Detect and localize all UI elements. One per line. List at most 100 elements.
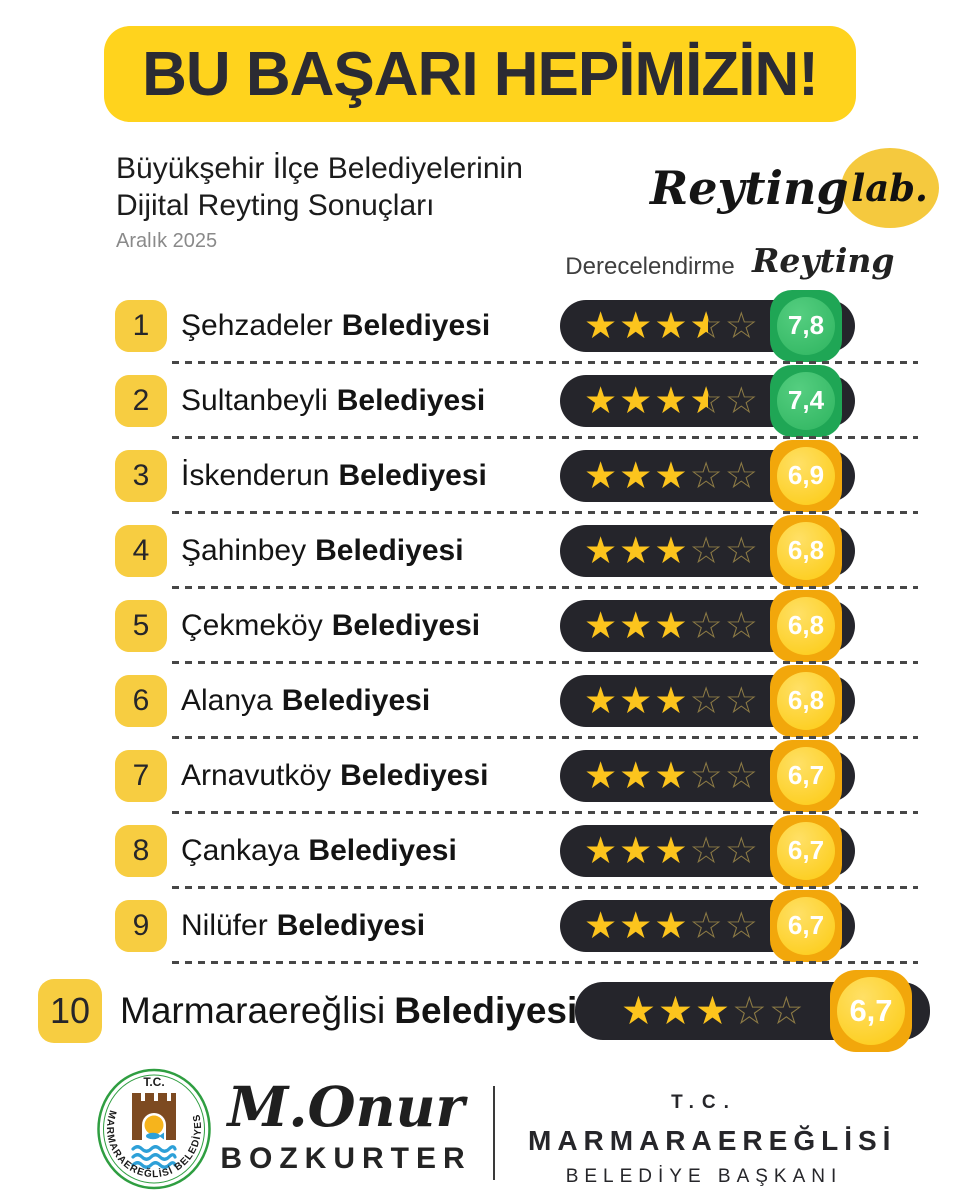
crest-tc-label: T.C. [143, 1075, 164, 1089]
municipality-name: Sultanbeyli [181, 383, 328, 417]
mayor-signature-block: M.Onur BOZKURTER [218, 1076, 474, 1176]
star-icon: ★ [654, 380, 688, 421]
municipality-name: İskenderun [181, 458, 330, 492]
star-icon: ★ [619, 605, 653, 646]
ranking-list: 1 Şehzadeler Belediyesi ★ ★ ★ ☆ ★ ☆ 7,8 2 Sult… [0, 288, 960, 1059]
score-badge-inner: 6,8 [777, 521, 835, 580]
footer-title-block: T.C. MARMARAEREĞLİSİ BELEDİYE BAŞKANI [528, 1092, 890, 1188]
star-icon: ☆ [724, 380, 758, 421]
rank-badge: 8 [115, 824, 167, 877]
column-header-rating: Derecelendirme [565, 253, 735, 280]
rank-number: 5 [132, 608, 150, 642]
ranking-row: 6 Alanya Belediyesi ★ ★ ★ ☆ ☆ 6,8 [0, 663, 960, 739]
star-icon: ★ [654, 455, 688, 496]
municipality-suffix: Belediyesi [331, 608, 481, 642]
ranking-row: 9 Nilüfer Belediyesi ★ ★ ★ ☆ ☆ 6,7 [0, 888, 960, 964]
score-value: 6,8 [787, 535, 825, 565]
rating-pill: ★ ★ ★ ☆ ☆ 6,7 [560, 739, 855, 812]
period-label: Aralık 2025 [116, 230, 218, 252]
rank-badge: 1 [115, 299, 167, 352]
score-value: 6,7 [787, 910, 825, 940]
star-rating: ★ ★ ★ ☆ ★ ☆ [584, 382, 760, 419]
star-icon: ★ [584, 680, 618, 721]
score-badge-inner: 6,7 [777, 746, 835, 805]
score-badge-inner: 6,7 [837, 977, 905, 1045]
star-icon: ★ [657, 989, 693, 1033]
mayor-first-name: M.Onur [227, 1074, 465, 1139]
star-icon: ★ [654, 605, 688, 646]
score-badge: 6,8 [770, 589, 842, 662]
rank-number: 7 [132, 758, 150, 792]
municipality-label: Sultanbeyli Belediyesi [181, 384, 485, 418]
star-icon: ★ [619, 830, 653, 871]
score-badge-inner: 7,4 [777, 371, 835, 430]
rank-number: 4 [132, 533, 150, 567]
footer-tc-label: T.C. [671, 1092, 737, 1113]
crest-inner-ring [103, 1074, 205, 1184]
municipality-label: Arnavutköy Belediyesi [181, 759, 489, 793]
star-rating: ★ ★ ★ ☆ ☆ [584, 907, 760, 944]
score-badge: 6,7 [770, 739, 842, 812]
municipality-label: Alanya Belediyesi [181, 684, 430, 718]
municipality-name: Şehzadeler [181, 308, 333, 342]
headline-title: BU BAŞARI HEPİMİZİN! [142, 39, 819, 109]
score-badge-inner: 6,9 [777, 446, 835, 505]
star-rating: ★ ★ ★ ☆ ☆ [584, 457, 760, 494]
rank-badge: 6 [115, 674, 167, 727]
star-icon: ☆ [689, 830, 723, 871]
brand-circle: lab. [840, 148, 939, 228]
star-rating: ★ ★ ★ ☆ ☆ [584, 832, 760, 869]
municipality-suffix: Belediyesi [315, 533, 464, 567]
score-badge: 7,4 [770, 364, 842, 437]
star-rating: ★ ★ ★ ☆ ☆ [584, 757, 760, 794]
rank-badge: 4 [115, 524, 167, 577]
rating-pill: ★ ★ ★ ☆ ★ ☆ 7,4 [560, 364, 855, 437]
star-icon: ★ [621, 989, 656, 1033]
score-badge-inner: 6,7 [777, 896, 835, 955]
headline-banner: BU BAŞARI HEPİMİZİN! [104, 26, 856, 122]
star-rating: ★ ★ ★ ☆ ☆ [584, 532, 760, 569]
municipality-suffix: Belediyesi [276, 908, 426, 942]
rank-badge: 2 [115, 374, 167, 427]
score-value: 6,9 [787, 460, 825, 490]
footer-divider [493, 1086, 495, 1180]
rank-badge: 3 [115, 449, 167, 502]
municipality-name: Arnavutköy [181, 758, 332, 792]
star-icon: ☆ ★ [689, 380, 723, 421]
rating-pill: ★ ★ ★ ☆ ☆ 6,7 [575, 970, 930, 1052]
municipality-suffix: Belediyesi [340, 758, 489, 792]
star-icon: ★ [619, 305, 653, 346]
star-icon: ★ [654, 680, 688, 721]
subtitle-block: Büyükşehir İlçe Belediyelerinin Dijital … [116, 150, 523, 253]
municipality-crest-logo: T.C. MARMARAEREĞLİSİ BELEDİYESİ [96, 1068, 211, 1190]
star-icon: ★ [654, 305, 688, 346]
score-badge: 6,7 [770, 814, 842, 887]
reyting-lab-logo: Reyting lab. [650, 148, 939, 228]
star-icon: ☆ [724, 530, 758, 571]
rank-badge: 10 [38, 979, 102, 1043]
score-value: 6,7 [787, 760, 825, 790]
score-value: 6,8 [787, 685, 825, 715]
municipality-name: Marmaraereğlisi [120, 990, 386, 1031]
star-icon: ☆ [768, 989, 804, 1033]
star-icon: ★ [584, 455, 618, 496]
star-icon: ☆ [731, 989, 767, 1033]
ranking-row: 2 Sultanbeyli Belediyesi ★ ★ ★ ☆ ★ ☆ 7,4 [0, 363, 960, 439]
star-icon: ★ [694, 989, 730, 1033]
star-icon: ★ [654, 830, 688, 871]
municipality-label: İskenderun Belediyesi [181, 459, 487, 493]
star-icon: ★ [619, 455, 653, 496]
star-icon: ☆ [724, 905, 758, 946]
score-badge: 7,8 [770, 289, 842, 362]
rating-pill: ★ ★ ★ ☆ ☆ 6,8 [560, 514, 855, 587]
rank-number: 8 [132, 833, 150, 867]
ranking-row: 3 İskenderun Belediyesi ★ ★ ★ ☆ ☆ 6,9 [0, 438, 960, 514]
brand-badge-label: lab. [851, 166, 928, 210]
star-icon: ☆ [724, 755, 758, 796]
star-rating: ★ ★ ★ ☆ ☆ [621, 992, 806, 1031]
star-icon: ★ [619, 380, 653, 421]
star-icon: ☆ ★ [689, 305, 723, 346]
score-badge: 6,7 [770, 889, 842, 962]
rank-number: 6 [132, 683, 150, 717]
score-value: 6,7 [787, 835, 825, 865]
